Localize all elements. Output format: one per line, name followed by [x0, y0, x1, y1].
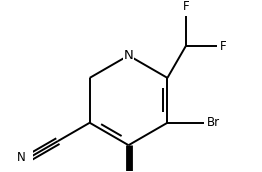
Text: F: F — [182, 0, 189, 13]
Text: Br: Br — [206, 116, 220, 129]
Text: N: N — [124, 49, 133, 62]
Text: F: F — [220, 40, 226, 53]
Text: N: N — [17, 151, 26, 164]
